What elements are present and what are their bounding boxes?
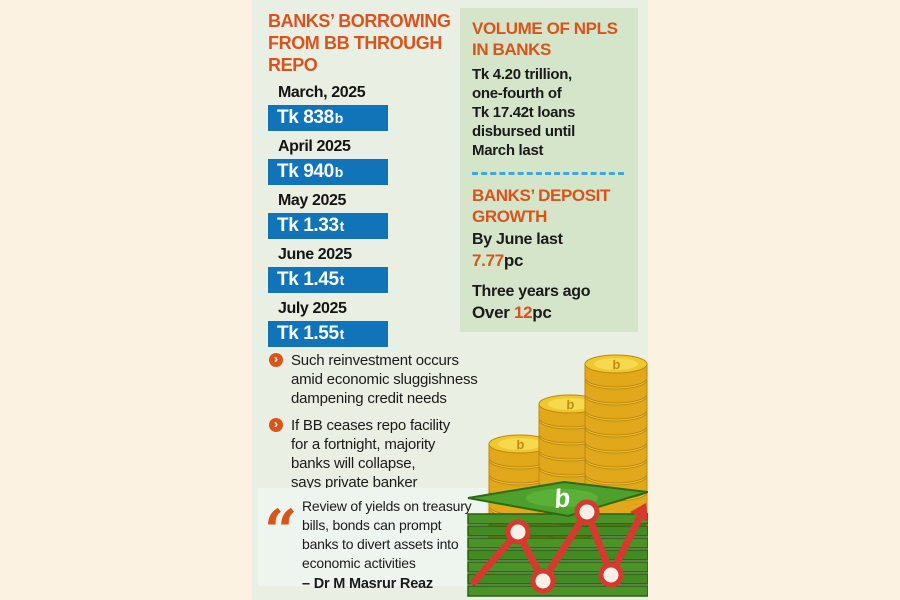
deposit-row2-value: Over 12pc — [472, 302, 626, 323]
taka-symbol: b — [515, 436, 525, 452]
main-title: BANKS’ BORROWING FROM BB THROUGH REPO — [268, 10, 451, 76]
bullet-line: banks will collapse, — [291, 455, 416, 472]
bullet-text: Such reinvestment occurs amid economic s… — [291, 351, 478, 408]
quote-text: Review of yields on treasury bills, bond… — [302, 497, 472, 594]
infographic-panel: BANKS’ BORROWING FROM BB THROUGH REPO Ma… — [252, 0, 648, 600]
repo-value: Tk 1.33 — [277, 215, 339, 236]
arrow-bullet-icon: › — [269, 353, 283, 367]
trend-point — [530, 568, 556, 594]
quote-line: economic activities — [302, 555, 416, 571]
repo-value-unit: b — [334, 164, 344, 180]
bullet-line: Such reinvestment occurs — [291, 352, 459, 369]
quote-box: “ Review of yields on treasury bills, bo… — [258, 488, 486, 592]
dashed-divider — [472, 172, 624, 175]
repo-value-unit: t — [339, 326, 345, 342]
deposit-title: BANKS’ DEPOSIT GROWTH — [472, 185, 626, 227]
main-title-line: FROM BB THROUGH — [268, 33, 442, 53]
npl-body-line: Tk 17.42t loans — [472, 104, 576, 121]
quote-line: Review of yields on treasury — [302, 498, 472, 514]
taka-symbol: b — [552, 482, 572, 514]
bullet-text: If BB ceases repo facility for a fortnig… — [291, 416, 450, 492]
trend-point — [574, 499, 600, 525]
npl-title-line: VOLUME OF NPLS — [472, 19, 618, 38]
arrow-head — [630, 503, 648, 522]
trend-point — [598, 562, 624, 588]
coin-stack-icon: b — [538, 394, 602, 540]
deposit-row1-number: 7.77 — [472, 251, 504, 270]
deposit-title-line: GROWTH — [472, 207, 548, 226]
repo-value-box: Tk 940 b — [268, 159, 388, 185]
bullet-item: › If BB ceases repo facility for a fortn… — [269, 416, 478, 492]
repo-value-unit: t — [339, 218, 345, 234]
npl-info-box: VOLUME OF NPLS IN BANKS Tk 4.20 trillion… — [460, 8, 638, 332]
main-title-line: BANKS’ BORROWING — [268, 11, 451, 31]
repo-month-label: May 2025 — [278, 192, 346, 209]
npl-title-line: IN BANKS — [472, 40, 551, 59]
npl-body-line: March last — [472, 142, 544, 159]
repo-value-box: Tk 1.33 t — [268, 213, 388, 239]
deposit-row2-label: Three years ago — [472, 283, 591, 300]
npl-title: VOLUME OF NPLS IN BANKS — [472, 18, 626, 60]
main-title-line: REPO — [268, 55, 318, 75]
coin-face — [594, 358, 638, 370]
bullet-line: for a fortnight, majority — [291, 436, 436, 453]
deposit-row2-unit: pc — [532, 303, 552, 322]
deposit-title-line: BANKS’ DEPOSIT — [472, 186, 610, 205]
bullet-line: dampening credit needs — [291, 390, 447, 407]
repo-value: Tk 940 — [277, 161, 334, 182]
repo-month-label: July 2025 — [278, 300, 347, 317]
bullet-item: › Such reinvestment occurs amid economic… — [269, 351, 478, 408]
repo-value-box: Tk 1.45 t — [268, 267, 388, 293]
deposit-row1-label: By June last — [472, 231, 563, 248]
repo-month-label: March, 2025 — [278, 84, 366, 101]
repo-month-label: June 2025 — [278, 246, 352, 263]
npl-body-line: disbursed until — [472, 123, 576, 140]
repo-month-label: April 2025 — [278, 138, 351, 155]
quote-line: banks to divert assets into — [302, 536, 459, 552]
quote-icon: “ — [264, 497, 298, 565]
repo-value-box: Tk 838 b — [268, 105, 388, 131]
deposit-row1-value: 7.77pc — [472, 250, 626, 271]
coin-stack-icon: b — [488, 434, 552, 548]
deposit-row1-unit: pc — [503, 251, 524, 270]
quote-line: bills, bonds can prompt — [302, 517, 442, 533]
growth-trend-icon — [470, 499, 648, 594]
trend-point — [505, 519, 531, 545]
npl-body: Tk 4.20 trillion, one-fourth of Tk 17.42… — [472, 65, 626, 160]
repo-value: Tk 1.55 — [277, 323, 339, 344]
coins-money-illustration: b b b — [467, 354, 648, 597]
arrow-bullet-icon: › — [269, 418, 283, 432]
repo-value-unit: b — [334, 110, 344, 126]
coin-stack-icon: b — [584, 354, 648, 532]
npl-body-line: Tk 4.20 trillion, — [472, 66, 572, 83]
npl-body-line: one-fourth of — [472, 85, 562, 102]
repo-value: Tk 838 — [277, 107, 334, 128]
bullet-notes: › Such reinvestment occurs amid economic… — [269, 351, 478, 500]
repo-value-unit: t — [339, 272, 345, 288]
bullet-line: If BB ceases repo facility — [291, 417, 451, 434]
deposit-row2-prefix: Over — [472, 303, 514, 322]
coin-face — [498, 438, 542, 450]
taka-symbol: b — [565, 396, 575, 412]
bullet-line: says private banker — [291, 474, 418, 491]
repo-borrowing-list: March, 2025 Tk 838 b April 2025 Tk 940 b… — [268, 84, 388, 354]
bullet-line: amid economic sluggishness — [291, 371, 478, 388]
quote-author: – Dr M Masrur Reaz — [302, 576, 433, 592]
repo-value-box: Tk 1.55 t — [268, 321, 388, 347]
taka-symbol: b — [611, 356, 621, 372]
deposit-row2-number: 12 — [513, 303, 533, 322]
coin-face — [548, 398, 592, 410]
repo-value: Tk 1.45 — [277, 269, 339, 290]
